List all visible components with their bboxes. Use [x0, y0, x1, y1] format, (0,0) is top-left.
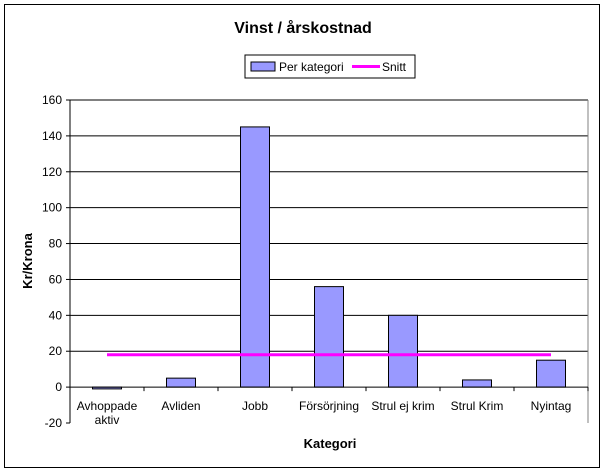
y-tick-label: 100 — [42, 201, 62, 215]
legend-label-bar: Per kategori — [279, 60, 344, 74]
bar — [240, 126, 270, 388]
x-tick-label: Avliden — [161, 399, 200, 413]
bar — [166, 377, 196, 388]
y-tick-label: 80 — [49, 237, 63, 251]
y-tick-label: 140 — [42, 129, 62, 143]
x-tick-label: Strul ej krim — [371, 399, 434, 413]
chart-frame — [4, 4, 600, 468]
y-tick-label: 120 — [42, 165, 62, 179]
legend-label-line: Snitt — [382, 60, 407, 74]
x-axis-label: Kategori — [304, 436, 357, 451]
bar — [536, 359, 566, 388]
y-tick-label: -20 — [45, 416, 63, 430]
x-tick-label: Nyintag — [531, 399, 572, 413]
y-axis-label: Kr/Krona — [20, 232, 35, 288]
legend-box — [244, 54, 416, 79]
x-tick-label: Jobb — [242, 399, 268, 413]
legend: Per kategori Snitt — [244, 54, 416, 79]
bar — [314, 286, 344, 388]
plot-area: -20 0 20 40 60 80 100 120 140 160 Avhoppade aktiv Av… — [42, 93, 589, 430]
y-tick-label: 0 — [55, 380, 62, 394]
y-tick-label: 60 — [49, 272, 63, 286]
x-tick-label: Avhoppade aktiv — [77, 399, 138, 427]
bar — [462, 379, 492, 388]
x-tick-label: Strul Krim — [451, 399, 504, 413]
legend-swatch-bar — [250, 61, 276, 72]
y-tick-label: 20 — [49, 344, 63, 358]
y-tick-label: 160 — [42, 93, 62, 107]
y-tick-label: 40 — [49, 308, 63, 322]
chart-title: Vinst / årskostnad — [234, 19, 372, 37]
bar — [388, 314, 418, 388]
x-tick-label: Försörjning — [299, 399, 359, 413]
